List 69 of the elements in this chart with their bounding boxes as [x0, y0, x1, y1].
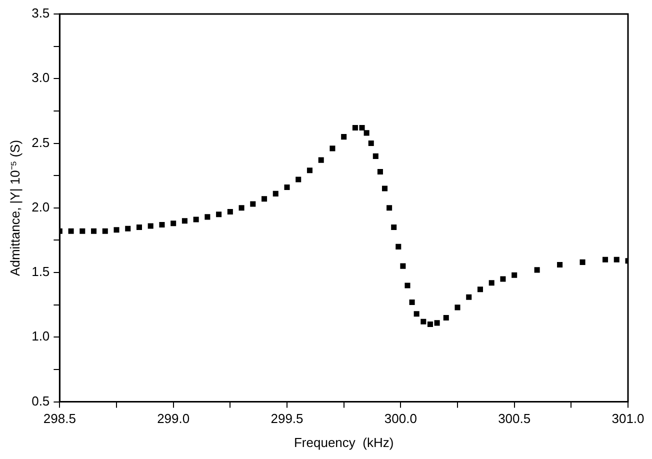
point — [284, 184, 290, 190]
point — [182, 218, 188, 224]
point — [466, 294, 472, 300]
y-tick-label: 3.5 — [32, 6, 50, 21]
point — [443, 315, 449, 321]
point — [204, 214, 210, 220]
point — [341, 134, 347, 140]
point — [136, 224, 142, 230]
x-tick-label: 298.5 — [43, 411, 76, 426]
point — [614, 256, 620, 262]
point — [170, 220, 176, 226]
point — [391, 224, 397, 230]
point — [372, 153, 378, 159]
point — [377, 168, 383, 174]
point — [409, 300, 415, 306]
point — [557, 262, 563, 268]
point — [364, 130, 370, 136]
point — [580, 259, 586, 265]
point — [159, 222, 165, 228]
x-tick-label: 299.5 — [270, 411, 304, 426]
point — [91, 228, 97, 234]
point — [427, 321, 433, 328]
y-axis-title: Admittance, |Y| 10⁻⁵ (S) — [7, 140, 22, 276]
point — [262, 196, 268, 202]
point — [404, 282, 410, 288]
point — [238, 205, 244, 211]
x-tick-label: 300.5 — [498, 411, 531, 426]
point — [306, 168, 312, 174]
y-tick-label: 1.5 — [32, 264, 50, 280]
point — [250, 201, 256, 207]
point — [386, 205, 392, 211]
point — [193, 216, 199, 222]
point — [68, 228, 74, 234]
point — [318, 157, 324, 163]
y-tick-label: 0.5 — [32, 393, 50, 408]
y-tick-label: 2.5 — [32, 134, 50, 150]
point — [296, 176, 302, 182]
point — [80, 228, 86, 234]
point — [125, 226, 131, 232]
point — [414, 311, 420, 317]
point — [454, 304, 460, 310]
point — [216, 212, 222, 218]
point — [352, 124, 358, 131]
x-axis-title: Frequency (kHz) — [294, 434, 394, 450]
point — [227, 209, 233, 215]
point — [602, 256, 608, 262]
point — [420, 318, 426, 324]
point — [368, 140, 374, 146]
y-tick-label: 3.0 — [32, 70, 50, 86]
point — [272, 190, 278, 196]
point — [359, 124, 365, 131]
point — [477, 286, 483, 292]
point — [434, 320, 440, 326]
point — [534, 267, 540, 273]
point — [114, 227, 120, 233]
point — [148, 223, 154, 229]
point — [400, 263, 406, 269]
point — [500, 276, 506, 282]
y-tick-label: 1.0 — [32, 328, 50, 344]
x-tick-label: 299.0 — [157, 411, 190, 426]
point — [488, 280, 494, 286]
y-tick-label: 2.0 — [32, 199, 50, 214]
point — [396, 244, 402, 250]
point — [330, 146, 336, 152]
x-tick-label: 301.0 — [612, 411, 644, 426]
point — [512, 272, 518, 278]
point — [102, 228, 108, 234]
x-tick-label: 300.0 — [384, 411, 417, 426]
point — [382, 186, 388, 192]
